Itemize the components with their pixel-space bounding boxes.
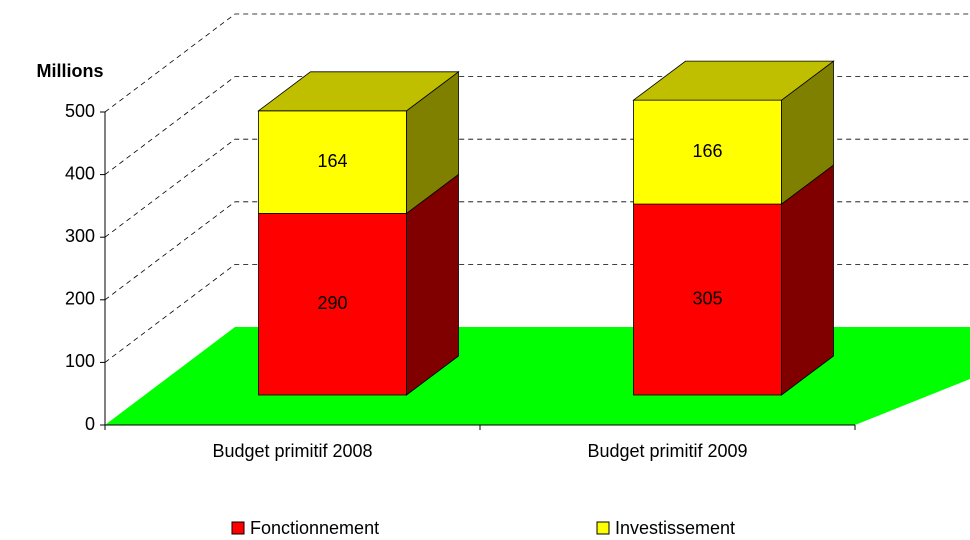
data-label: 290 [317,293,347,313]
legend-label: Fonctionnement [250,518,379,538]
y-tick-label: 0 [85,414,95,434]
bar-segment [633,203,782,396]
floor [105,327,970,425]
y-axis-label: Millions [37,61,104,81]
grid-line [104,13,970,113]
grid-line [104,138,970,238]
y-tick-label: 100 [65,351,95,371]
bar-top [632,60,835,101]
x-tick-label: Budget primitif 2008 [212,441,372,461]
data-label: 164 [317,151,347,171]
grid-line [104,76,970,175]
legend-swatch [231,521,245,535]
y-tick-label: 400 [65,163,95,183]
bar-segment [633,99,782,205]
x-tick-label: Budget primitif 2009 [587,441,747,461]
legend-swatch [596,521,610,535]
bar-side [781,164,834,396]
bar-segment [258,213,407,396]
bar-top [257,71,460,112]
legend-label: Investissement [615,518,735,538]
data-label: 166 [692,141,722,161]
y-tick-label: 200 [65,289,95,309]
data-label: 305 [692,288,722,308]
y-tick-label: 500 [65,101,95,121]
y-tick-label: 300 [65,226,95,246]
grid-line [104,201,970,301]
